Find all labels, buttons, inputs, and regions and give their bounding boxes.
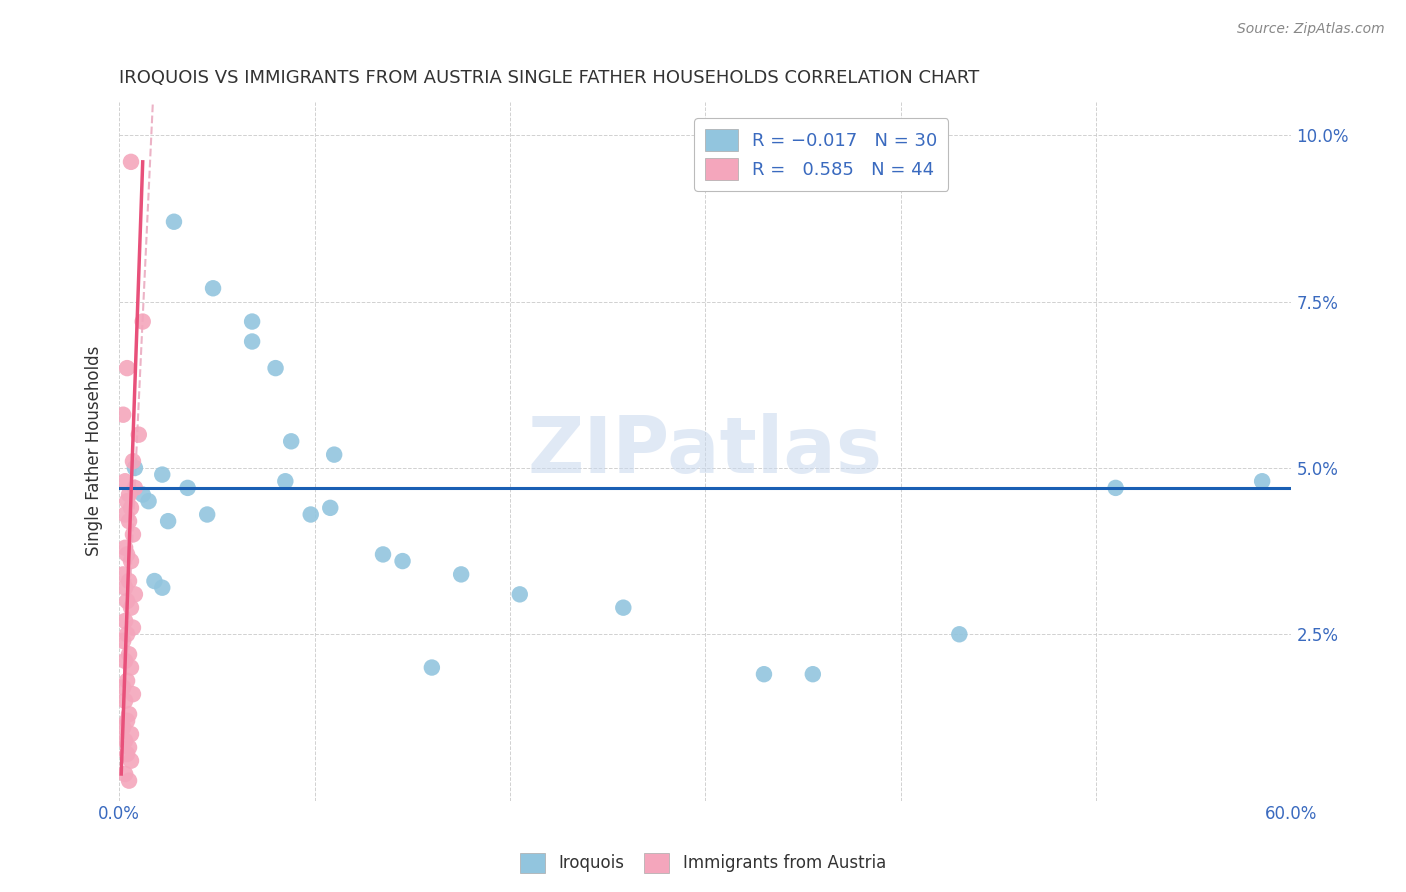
Point [240,334,263,349]
Point [240,314,263,328]
Point [509,587,531,601]
Point [114,581,136,595]
Point [118,487,141,501]
Point [1251,475,1274,489]
Point [323,448,346,462]
Point [118,647,141,661]
Point [122,454,145,468]
Point [120,727,142,741]
Text: ZIPatlas: ZIPatlas [527,413,883,490]
Point [176,481,198,495]
Point [115,494,138,508]
Point [112,567,135,582]
Point [420,660,443,674]
Point [612,600,634,615]
Point [948,627,970,641]
Point [118,707,141,722]
Point [118,514,141,528]
Point [120,754,142,768]
Point [120,554,142,568]
Point [132,314,155,328]
Point [115,594,138,608]
Point [114,541,136,555]
Point [114,694,136,708]
Point [195,508,218,522]
Point [114,767,136,781]
Point [120,660,142,674]
Point [112,408,135,422]
Point [120,600,142,615]
Point [112,634,135,648]
Point [1104,481,1126,495]
Point [118,574,141,588]
Point [114,733,136,747]
Point [371,548,394,562]
Point [450,567,472,582]
Point [132,487,155,501]
Point [124,481,146,495]
Point [150,581,173,595]
Point [112,681,135,695]
Point [118,740,141,755]
Point [150,467,173,482]
Point [114,475,136,489]
Point [118,773,141,788]
Point [274,475,297,489]
Point [112,721,135,735]
Point [280,434,302,449]
Point [115,627,138,641]
Point [319,500,342,515]
Point [122,527,145,541]
Point [115,548,138,562]
Point [114,654,136,668]
Point [391,554,413,568]
Point [128,427,150,442]
Legend: Iroquois, Immigrants from Austria: Iroquois, Immigrants from Austria [513,847,893,880]
Point [122,621,145,635]
Point [124,587,146,601]
Point [157,514,180,528]
Point [163,215,186,229]
Point [801,667,824,681]
Point [299,508,322,522]
Point [114,508,136,522]
Point [264,361,287,376]
Point [120,154,142,169]
Point [115,361,138,376]
Point [143,574,166,588]
Point [115,747,138,761]
Point [138,494,160,508]
Text: Source: ZipAtlas.com: Source: ZipAtlas.com [1237,22,1385,37]
Point [124,461,146,475]
Point [120,500,142,515]
Legend: R = −0.017   N = 30, R =   0.585   N = 44: R = −0.017 N = 30, R = 0.585 N = 44 [695,118,949,191]
Text: IROQUOIS VS IMMIGRANTS FROM AUSTRIA SINGLE FATHER HOUSEHOLDS CORRELATION CHART: IROQUOIS VS IMMIGRANTS FROM AUSTRIA SING… [120,69,980,87]
Point [114,614,136,628]
Y-axis label: Single Father Households: Single Father Households [86,346,103,557]
Point [115,673,138,688]
Point [202,281,225,295]
Point [115,714,138,728]
Point [122,687,145,701]
Point [752,667,775,681]
